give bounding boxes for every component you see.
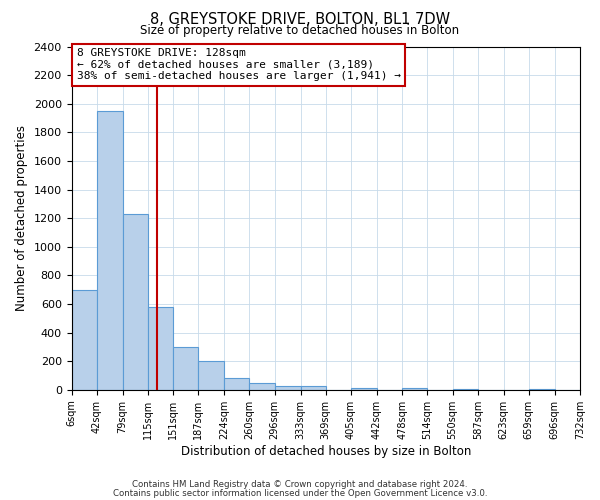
Y-axis label: Number of detached properties: Number of detached properties [15,125,28,311]
Text: Size of property relative to detached houses in Bolton: Size of property relative to detached ho… [140,24,460,37]
Bar [198,361,224,390]
Bar [275,386,301,390]
Bar [351,388,377,390]
Bar [224,378,250,390]
Bar [122,214,148,390]
Text: 8, GREYSTOKE DRIVE, BOLTON, BL1 7DW: 8, GREYSTOKE DRIVE, BOLTON, BL1 7DW [150,12,450,28]
Bar [452,389,478,390]
Bar [529,389,555,390]
Bar [402,388,427,390]
Text: Contains public sector information licensed under the Open Government Licence v3: Contains public sector information licen… [113,488,487,498]
Bar [301,386,326,390]
Bar [250,384,275,390]
Bar [71,290,97,390]
Bar [148,307,173,390]
Text: 8 GREYSTOKE DRIVE: 128sqm
← 62% of detached houses are smaller (3,189)
38% of se: 8 GREYSTOKE DRIVE: 128sqm ← 62% of detac… [77,48,401,82]
X-axis label: Distribution of detached houses by size in Bolton: Distribution of detached houses by size … [181,444,471,458]
Text: Contains HM Land Registry data © Crown copyright and database right 2024.: Contains HM Land Registry data © Crown c… [132,480,468,489]
Bar [97,111,122,390]
Bar [173,347,198,390]
